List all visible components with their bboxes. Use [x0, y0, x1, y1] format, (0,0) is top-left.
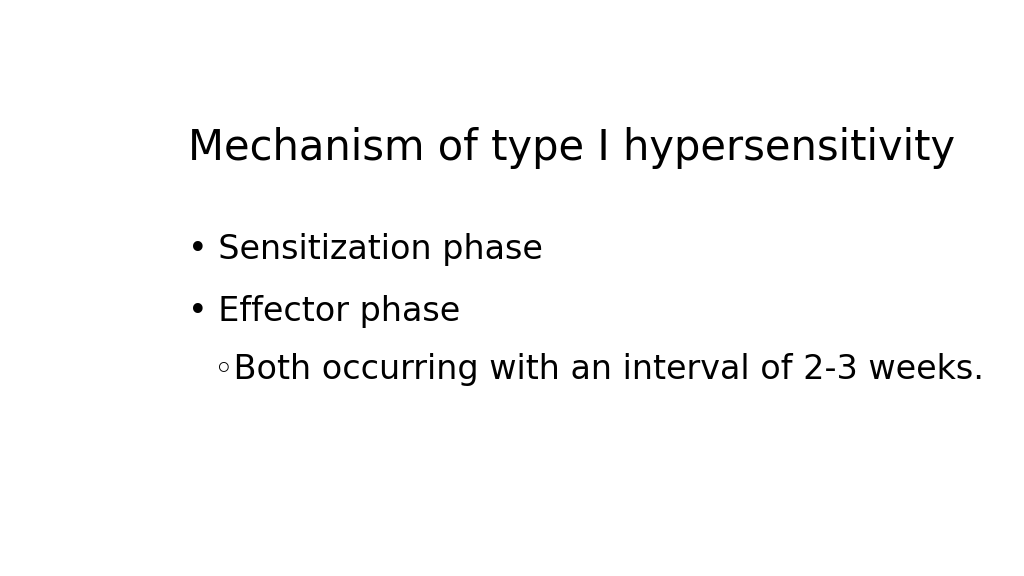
Text: ◦Both occurring with an interval of 2-3 weeks.: ◦Both occurring with an interval of 2-3 … — [214, 353, 984, 386]
Text: • Sensitization phase: • Sensitization phase — [187, 233, 543, 266]
Text: Mechanism of type I hypersensitivity: Mechanism of type I hypersensitivity — [187, 127, 954, 169]
Text: • Effector phase: • Effector phase — [187, 295, 460, 328]
